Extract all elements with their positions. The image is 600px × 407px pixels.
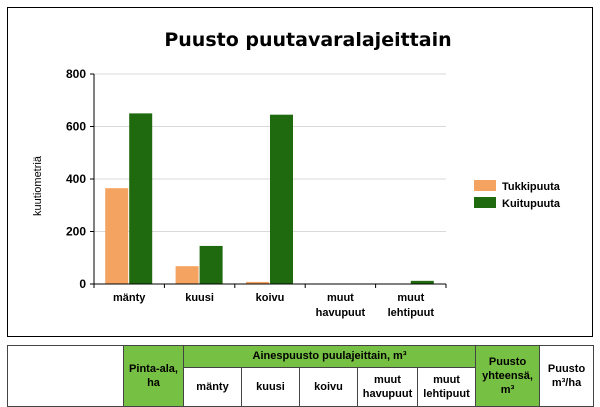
y-axis-label: kuutiometriä	[32, 155, 44, 216]
y-tick-label: 600	[66, 120, 86, 134]
x-category-label: kuusi	[185, 292, 214, 304]
x-category-label: muut havupuut	[316, 292, 366, 319]
x-category-label: muut lehtipuut	[388, 292, 435, 319]
bar-kuitupuuta	[129, 113, 153, 284]
y-tick-label: 0	[79, 277, 86, 291]
pinta-ala-header: Pinta-ala, ha	[123, 345, 184, 407]
bar-tukkipuuta	[105, 188, 129, 284]
x-axis-categories: mänty kuusi koivu muut havupuut muut lehtipuut	[113, 292, 434, 319]
legend: Tukkipuuta Kuitupuuta	[474, 180, 561, 210]
species-header-muut-lehtipuut: muut lehtipuut	[416, 366, 477, 407]
y-tick-label: 800	[66, 67, 86, 81]
bar-kuitupuuta	[199, 245, 223, 284]
y-tick-label: 400	[66, 172, 86, 186]
species-header-kuusi: kuusi	[241, 366, 300, 407]
puusto-per-ha-header: Puusto m³/ha	[539, 345, 595, 407]
x-category-label: koivu	[256, 292, 285, 304]
data-table: Pinta-ala, ha Ainespuusto puulajeittain,…	[7, 345, 595, 407]
chart-title: Puusto puutavaralajeittain	[164, 29, 451, 51]
species-header-manty: mänty	[183, 366, 242, 407]
table-corner-cell	[7, 345, 124, 407]
bar-tukkipuuta	[246, 281, 269, 284]
bar-tukkipuuta	[175, 266, 199, 284]
legend-label: Kuitupuuta	[502, 198, 561, 210]
axes	[93, 74, 447, 288]
species-header-muut-havupuut: muut havupuut	[357, 366, 418, 407]
y-axis-ticks: 0 200 400 600 800	[66, 67, 94, 291]
bar-kuitupuuta	[270, 114, 293, 284]
species-header-koivu: koivu	[299, 366, 358, 407]
bars	[105, 113, 434, 284]
chart-panel: Puusto puutavaralajeittain kuutiometriä …	[7, 7, 593, 337]
ainespuusto-header: Ainespuusto puulajeittain, m³	[182, 345, 477, 368]
legend-swatch	[474, 180, 496, 191]
x-category-label: mänty	[113, 292, 146, 304]
puusto-yhteensa-header: Puusto yhteensä, m³	[475, 345, 541, 407]
bar-kuitupuuta	[410, 280, 434, 284]
legend-swatch	[474, 197, 496, 208]
legend-label: Tukkipuuta	[502, 181, 561, 193]
bar-chart: Puusto puutavaralajeittain kuutiometriä …	[32, 29, 561, 319]
y-tick-label: 200	[66, 225, 86, 239]
